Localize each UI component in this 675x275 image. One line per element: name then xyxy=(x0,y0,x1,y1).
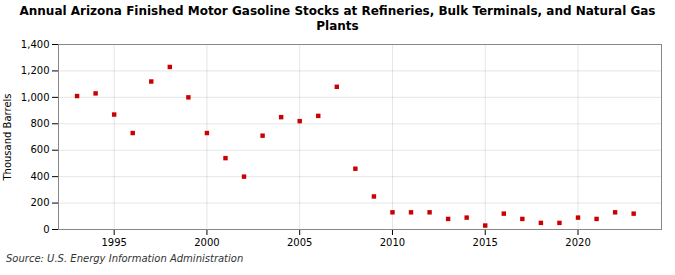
svg-text:1,200: 1,200 xyxy=(21,65,50,76)
svg-text:2020: 2020 xyxy=(565,237,590,248)
svg-text:1995: 1995 xyxy=(101,237,126,248)
svg-text:2015: 2015 xyxy=(473,237,498,248)
svg-text:1,000: 1,000 xyxy=(21,92,50,103)
svg-text:800: 800 xyxy=(30,118,49,129)
svg-text:1,400: 1,400 xyxy=(21,39,50,50)
svg-text:Thousand Barrels: Thousand Barrels xyxy=(2,93,13,181)
svg-text:2010: 2010 xyxy=(380,237,405,248)
html-text:Annual Arizona Finished Motor: Annual Arizona Finished Motor Gasoline S… xyxy=(19,4,656,33)
html-text:Source: U.S. Energy Informatio: Source: U.S. Energy Information Administ… xyxy=(6,253,244,264)
svg-text:200: 200 xyxy=(30,197,49,208)
svg-text:0: 0 xyxy=(43,224,49,235)
svg-text:2005: 2005 xyxy=(287,237,312,248)
svg-text:400: 400 xyxy=(30,171,49,182)
svg-text:600: 600 xyxy=(30,144,49,155)
svg-text:2000: 2000 xyxy=(194,237,219,248)
